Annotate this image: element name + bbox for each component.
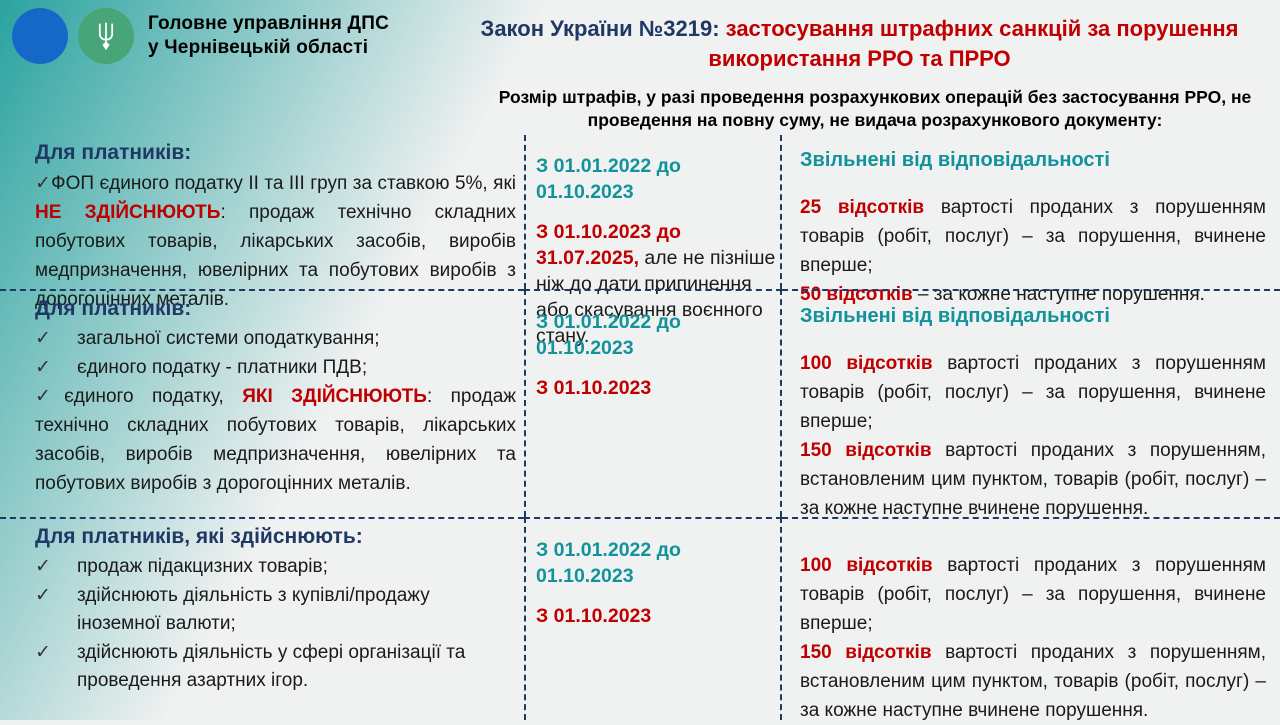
row1-exempt-heading: Звільнені від відповідальності xyxy=(800,149,1110,171)
row2-payers-text: ✓єдиного податку, ЯКІ ЗДІЙСНЮЮТЬ: продаж… xyxy=(35,382,516,498)
row1-payers-text: ✓ФОП єдиного податку ІІ та ІІІ груп за с… xyxy=(35,169,516,314)
row1-penalty-first-text: вартості проданих з порушенням товарів (… xyxy=(800,197,1266,276)
header: Головне управління ДПС у Чернівецькій об… xyxy=(0,0,1280,112)
row1-text-after: : продаж технічно складних побутових тов… xyxy=(35,202,516,310)
list-item: ✓ здійснюють діяльність у сфері організац… xyxy=(35,639,516,696)
row1-text-red: НЕ ЗДІЙСНЮЮТЬ xyxy=(35,202,221,223)
check-icon: ✓ xyxy=(35,328,51,349)
list-item: ✓ єдиного податку - платники ПДВ; xyxy=(35,354,516,383)
row1-text-before: ФОП єдиного податку ІІ та ІІІ груп за ст… xyxy=(51,173,517,194)
check-icon: ✓ xyxy=(35,556,51,577)
row3-penalty-next: 150 відсотків вартості проданих з поруше… xyxy=(800,638,1266,725)
row3-penalty-first-text: вартості проданих з порушенням товарів (… xyxy=(800,555,1266,634)
row2-period-1: З 01.01.2022 до 01.10.2023 xyxy=(536,311,681,359)
row2-bullet-2: єдиного податку - платники ПДВ; xyxy=(77,356,368,378)
trident-icon xyxy=(98,22,114,51)
row2-bullet-1: загальної системи оподаткування; xyxy=(77,328,380,349)
logo-blue-circle xyxy=(12,8,68,64)
row2-penalty-100: 100 відсотків xyxy=(800,353,933,374)
row2-penalty-next: 150 відсотків вартості проданих з поруше… xyxy=(800,436,1266,523)
page-title: Закон України №3219: застосування штрафн… xyxy=(389,0,1280,74)
row2-heading: Для платників: xyxy=(35,297,192,320)
penalty-table: Для платників: ✓ФОП єдиного податку ІІ т… xyxy=(0,135,1280,721)
tax-office-logo xyxy=(0,0,134,64)
row3-payers-cell: Для платників, які здійснюють: ✓ продаж п… xyxy=(0,517,524,720)
row2-penalty-next-text: вартості проданих з порушенням, встановл… xyxy=(800,440,1266,519)
title-description: застосування штрафних санкцій за порушен… xyxy=(708,16,1239,71)
row1-period-1: З 01.01.2022 до 01.10.2023 xyxy=(536,155,681,203)
row2-penalty-first-text: вартості проданих з порушенням товарів (… xyxy=(800,353,1266,432)
row3-bullet-2: здійснюють діяльність з купівлі/продажу … xyxy=(77,584,430,635)
row2-text-after: : продаж технічно складних побутових тов… xyxy=(35,386,516,494)
row2-period-2: З 01.10.2023 xyxy=(536,375,776,401)
row1-heading: Для платників: xyxy=(35,141,192,164)
row2-penalty-cell: Звільнені від відповідальності 100 відсо… xyxy=(782,289,1280,519)
row1-payers-cell: Для платників: ✓ФОП єдиного податку ІІ т… xyxy=(0,135,524,310)
row3-penalty-100: 100 відсотків xyxy=(800,555,933,576)
row1-penalty-cell: Звільнені від відповідальності 25 відсот… xyxy=(782,135,1280,305)
row3-heading: Для платників, які здійснюють: xyxy=(35,525,363,548)
row3-period-1: З 01.01.2022 до 01.10.2023 xyxy=(536,539,681,587)
list-item: ✓ загальної системи оподаткування; xyxy=(35,325,516,354)
row3-bullet-1: продаж підакцизних товарів; xyxy=(77,556,328,577)
row2-period-2-date: З 01.10.2023 xyxy=(536,377,652,399)
row1-penalty-25: 25 відсотків xyxy=(800,197,925,218)
row2-penalty-150: 150 відсотків xyxy=(800,440,932,461)
check-icon: ✓ xyxy=(35,356,51,378)
title-law-number: Закон України №3219: xyxy=(480,16,726,41)
subtitle: Розмір штрафів, у разі проведення розрах… xyxy=(498,87,1252,130)
row3-period-cell: З 01.01.2022 до 01.10.2023 З 01.10.2023 xyxy=(524,517,782,720)
list-item: ✓ продаж підакцизних товарів; xyxy=(35,553,516,582)
row2-exempt-heading: Звільнені від відповідальності xyxy=(800,305,1110,327)
row2-period-cell: З 01.01.2022 до 01.10.2023 З 01.10.2023 xyxy=(524,289,782,517)
row2-bullet-list: ✓ загальної системи оподаткування; ✓ єдино… xyxy=(35,325,516,382)
check-icon: ✓ xyxy=(35,584,51,606)
row3-penalty-first: 100 відсотків вартості проданих з поруше… xyxy=(800,551,1266,638)
row3-bullet-3: здійснюють діяльність у сфері організаці… xyxy=(77,641,466,692)
list-item: ✓ здійснюють діяльність з купівлі/продажу… xyxy=(35,582,516,639)
row2-text-red: ЯКІ ЗДІЙСНЮЮТЬ xyxy=(242,386,427,407)
row2-text-before: єдиного податку, xyxy=(64,386,243,407)
row3-period-2-date: З 01.10.2023 xyxy=(536,605,652,627)
row1-period-2-dates: З 01.10.2023 до 31.07.2025, xyxy=(536,221,681,269)
row2-payers-cell: Для платників: ✓ загальної системи оподат… xyxy=(0,289,524,517)
row1-penalty-first: 25 відсотків вартості проданих з порушен… xyxy=(800,193,1266,280)
check-icon: ✓ xyxy=(35,173,52,194)
row3-bullet-list: ✓ продаж підакцизних товарів; ✓ здійснюють… xyxy=(35,553,516,696)
check-icon: ✓ xyxy=(35,641,51,663)
row2-penalty-first: 100 відсотків вартості проданих з поруше… xyxy=(800,349,1266,436)
row1-period-cell: З 01.01.2022 до 01.10.2023 З 01.10.2023 … xyxy=(524,135,782,347)
check-icon: ✓ xyxy=(35,386,65,407)
row3-period-2: З 01.10.2023 xyxy=(536,603,776,629)
logo-green-circle xyxy=(78,8,134,64)
row3-penalty-cell: 100 відсотків вартості проданих з поруше… xyxy=(782,517,1280,721)
row3-penalty-150: 150 відсотків xyxy=(800,642,932,663)
row3-penalty-next-text: вартості проданих з порушенням, встановл… xyxy=(800,642,1266,721)
org-name: Головне управління ДПС у Чернівецькій об… xyxy=(148,13,390,58)
